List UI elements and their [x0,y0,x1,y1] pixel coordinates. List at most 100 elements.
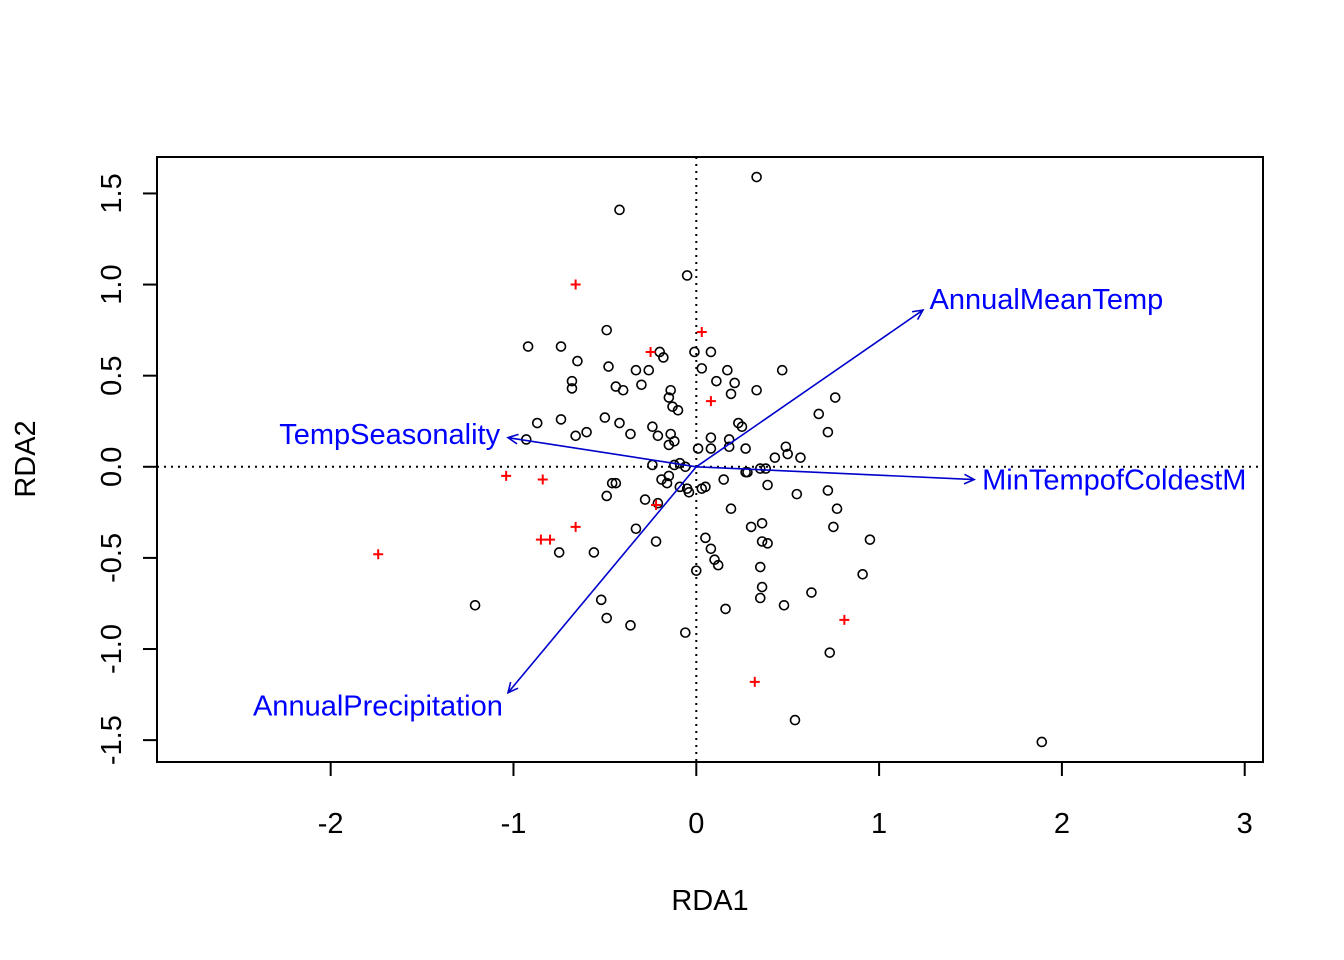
species-point [643,364,655,376]
x-tick-label: -1 [501,808,527,840]
species-point [639,494,651,505]
species-point [720,603,731,615]
species-point [756,517,768,529]
species-point [669,459,680,471]
arrow-shaft [695,309,924,468]
y-tick-label: -0.5 [96,533,128,583]
species-point [647,421,658,432]
species-point [718,474,730,485]
species-point [712,559,724,571]
plot-frame [156,156,1264,763]
species-point [857,569,868,580]
species-point [665,384,676,396]
species-point [683,487,695,498]
arrows-layer: AnnualMeanTemp TempSeasonality MinTempofCo… [253,284,1246,723]
species-point [553,547,565,558]
species-point [776,364,788,376]
species-point [595,594,607,606]
arrow-head [963,473,976,485]
species-point [824,647,836,658]
x-tick-label: 3 [1237,808,1253,840]
species-point [725,388,737,400]
species-point [566,383,578,394]
species-point [813,408,825,420]
y-tick-label: 1.5 [96,173,128,213]
species-point [782,448,793,460]
x-axis-title: RDA1 [671,885,748,917]
y-tick-label: 1.0 [96,264,128,304]
species-point [663,439,675,451]
species-point [588,547,600,558]
species-point [760,463,772,474]
site-point [749,676,760,687]
species-point [700,532,711,544]
arrow-shaft [507,466,697,694]
species-point [581,426,592,438]
species-point [754,592,766,604]
species-point [681,270,693,281]
species-point [572,355,583,367]
species-point [531,417,543,429]
y-axis: -1.5 -1.0 -0.5 0.0 0.5 1.0 1.5 [96,173,158,765]
arrow-label: MinTempofColdestM [982,464,1246,496]
species-point [705,432,717,443]
species-point [680,627,691,638]
species-point [780,441,792,453]
y-axis-title: RDA2 [10,420,42,497]
species-point [522,341,534,352]
y-tick-label: -1.0 [96,624,128,674]
species-point [729,377,740,389]
species-point [791,488,803,500]
y-tick-label: 0.5 [96,356,128,396]
species-point [680,461,691,473]
x-tick-label: 0 [688,808,704,840]
arrow-shaft [696,465,975,481]
site-point [570,279,581,290]
species-point [647,459,658,471]
species-point [601,324,613,336]
species-point [822,485,834,496]
site-point [545,534,556,545]
points-layer [373,171,1048,748]
species-point [740,466,751,478]
species-point [751,384,762,396]
y-tick-label: -1.5 [96,715,128,765]
arrow-shaft [507,436,697,468]
species-point [630,523,642,535]
species-point [650,536,662,547]
species-point [756,581,768,593]
species-point [636,379,647,391]
species-point [661,477,673,489]
species-point [696,363,708,374]
species-point [751,171,762,183]
species-point [692,443,704,454]
species-point [625,428,636,440]
x-tick-label: -2 [318,808,344,840]
species-point [1036,736,1048,748]
species-point [711,375,722,387]
species-point [469,599,481,611]
species-point [705,443,717,454]
species-point [570,430,581,442]
site-point [373,549,384,560]
site-point [839,614,850,625]
species-point [740,443,751,454]
site-point [501,470,512,481]
arrow-label: AnnualMeanTemp [930,284,1164,316]
species-point [722,364,733,376]
species-point [614,417,625,429]
species-point [674,481,686,493]
species-point [754,463,766,474]
arrow-label: TempSeasonality [279,419,500,451]
species-point [658,352,669,363]
species-point [762,538,773,549]
site-point [651,500,662,511]
species-point [789,714,801,726]
species-point [806,587,817,598]
species-point [705,543,717,555]
species-point [625,620,636,631]
species-point [652,497,664,509]
species-point [601,612,613,624]
x-axis: -2 -1 0 1 2 3 [318,761,1253,840]
